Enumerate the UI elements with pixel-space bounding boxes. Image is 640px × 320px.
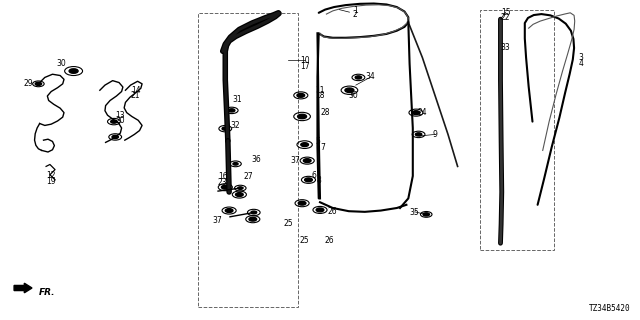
Bar — [480, 10, 554, 250]
Circle shape — [316, 208, 324, 212]
Circle shape — [221, 185, 229, 189]
Text: 26: 26 — [324, 236, 334, 245]
Text: 19: 19 — [46, 177, 56, 186]
Text: 4: 4 — [579, 60, 584, 68]
Text: 30: 30 — [348, 92, 358, 100]
Circle shape — [111, 120, 117, 123]
Text: 18: 18 — [316, 92, 324, 100]
Text: 36: 36 — [251, 156, 261, 164]
Text: 1: 1 — [353, 6, 358, 15]
Circle shape — [423, 213, 429, 216]
Circle shape — [305, 178, 312, 182]
Circle shape — [222, 127, 228, 130]
Text: 12: 12 — [47, 172, 56, 180]
Text: 24: 24 — [417, 108, 428, 117]
Text: 25: 25 — [283, 219, 293, 228]
Circle shape — [412, 111, 420, 115]
Text: 28: 28 — [321, 108, 330, 117]
Circle shape — [35, 82, 42, 85]
Text: 8: 8 — [316, 176, 321, 185]
Text: 10: 10 — [300, 56, 310, 65]
Circle shape — [225, 209, 233, 212]
Polygon shape — [14, 283, 32, 293]
Circle shape — [303, 159, 311, 163]
Text: 23: 23 — [218, 178, 228, 187]
Text: 7: 7 — [320, 143, 325, 152]
Text: 33: 33 — [500, 44, 511, 52]
Text: 29: 29 — [23, 79, 33, 88]
Text: TZ34B5420: TZ34B5420 — [589, 304, 630, 313]
Text: 31: 31 — [232, 95, 242, 104]
Text: 26: 26 — [328, 207, 338, 216]
Text: 20: 20 — [115, 116, 125, 125]
Text: 30: 30 — [56, 60, 67, 68]
Text: 37: 37 — [212, 216, 223, 225]
Circle shape — [355, 76, 362, 79]
Text: 3: 3 — [579, 53, 584, 62]
Text: 22: 22 — [501, 13, 510, 22]
Circle shape — [228, 109, 235, 112]
Text: 35: 35 — [410, 208, 420, 217]
Text: 34: 34 — [365, 72, 375, 81]
Text: 11: 11 — [316, 86, 324, 95]
Circle shape — [233, 163, 238, 165]
Text: 27: 27 — [243, 172, 253, 181]
Circle shape — [249, 217, 257, 221]
Text: 16: 16 — [218, 172, 228, 181]
Text: 25: 25 — [299, 236, 309, 245]
Circle shape — [251, 211, 257, 214]
Circle shape — [112, 135, 118, 139]
Text: 2: 2 — [353, 10, 358, 19]
Bar — [198, 13, 298, 307]
Circle shape — [301, 143, 308, 147]
Circle shape — [345, 88, 354, 92]
Text: 6: 6 — [311, 171, 316, 180]
Circle shape — [298, 114, 307, 119]
Circle shape — [237, 187, 243, 189]
Circle shape — [415, 133, 422, 136]
Circle shape — [297, 93, 305, 97]
Circle shape — [236, 193, 243, 196]
Circle shape — [298, 201, 306, 205]
Text: 32: 32 — [230, 121, 241, 130]
Text: 9: 9 — [433, 130, 438, 139]
Text: 5: 5 — [315, 137, 320, 146]
Circle shape — [69, 69, 78, 73]
Text: 17: 17 — [300, 62, 310, 71]
Text: 21: 21 — [131, 92, 140, 100]
Text: 37: 37 — [291, 156, 301, 165]
Text: 14: 14 — [131, 86, 141, 95]
Text: 13: 13 — [115, 111, 125, 120]
Text: 15: 15 — [500, 8, 511, 17]
Text: FR.: FR. — [38, 288, 55, 297]
